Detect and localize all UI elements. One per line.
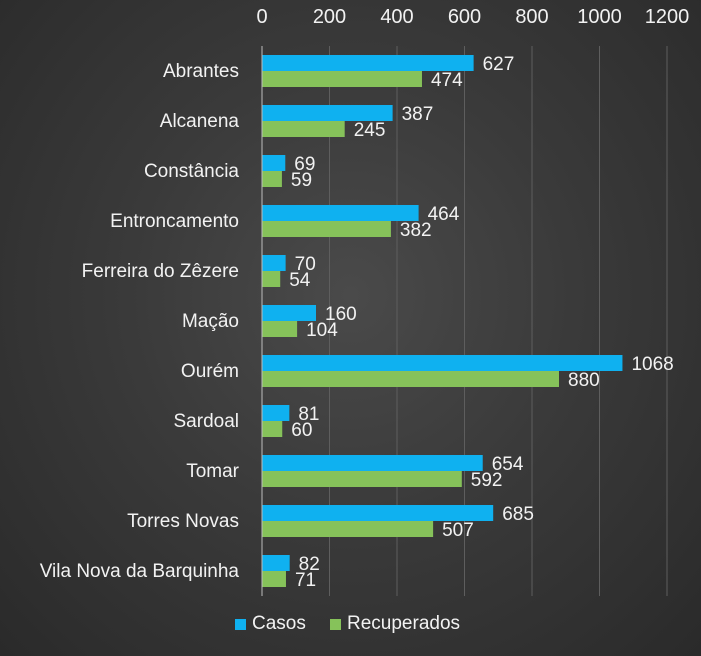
legend-label-casos: Casos xyxy=(252,613,306,634)
bars xyxy=(262,55,623,587)
bar-casos-6 xyxy=(262,355,623,371)
category-label: Sardoal xyxy=(174,411,240,432)
category-label: Ourém xyxy=(181,361,239,382)
bar-casos-8 xyxy=(262,455,483,471)
x-axis-ticks: 0 200 400 600 800 1000 1200 xyxy=(256,6,689,28)
data-label-casos: 387 xyxy=(402,104,434,125)
data-label-recuperados: 60 xyxy=(291,420,312,441)
x-tick-label: 200 xyxy=(313,6,346,28)
legend-swatch-recuperados xyxy=(330,619,341,630)
data-label-recuperados: 59 xyxy=(291,170,312,191)
bar-casos-9 xyxy=(262,505,494,521)
x-tick-label: 0 xyxy=(256,6,267,28)
category-label: Ferreira do Zêzere xyxy=(82,261,239,282)
category-axis: Abrantes Alcanena Constância Entroncamento F… xyxy=(40,61,240,582)
x-tick-label: 1200 xyxy=(645,6,690,28)
data-label-recuperados: 382 xyxy=(400,220,432,241)
x-tick-label: 800 xyxy=(515,6,548,28)
data-label-recuperados: 54 xyxy=(289,270,311,291)
bar-casos-1 xyxy=(262,105,393,121)
data-label-recuperados: 880 xyxy=(568,370,600,391)
category-label: Alcanena xyxy=(160,111,240,132)
category-label: Vila Nova da Barquinha xyxy=(40,561,240,582)
bar-recuperados-7 xyxy=(262,421,283,437)
data-label-recuperados: 71 xyxy=(295,570,316,591)
data-label-casos: 70 xyxy=(295,254,316,275)
data-label-casos: 82 xyxy=(299,554,320,575)
category-label: Mação xyxy=(182,311,239,332)
bar-casos-3 xyxy=(262,205,419,221)
bar-casos-0 xyxy=(262,55,474,71)
bar-recuperados-8 xyxy=(262,471,462,487)
data-label-casos: 1068 xyxy=(631,354,673,375)
bar-recuperados-6 xyxy=(262,371,559,387)
bar-recuperados-4 xyxy=(262,271,281,287)
category-label: Abrantes xyxy=(163,61,239,82)
data-label-recuperados: 592 xyxy=(471,470,503,491)
data-label-casos: 685 xyxy=(502,504,534,525)
bar-recuperados-0 xyxy=(262,71,422,87)
legend: Casos Recuperados xyxy=(235,613,460,634)
x-tick-label: 600 xyxy=(448,6,481,28)
legend-label-recuperados: Recuperados xyxy=(347,613,460,634)
legend-swatch-casos xyxy=(235,619,246,630)
bar-casos-2 xyxy=(262,155,286,171)
bar-recuperados-10 xyxy=(262,571,286,587)
gridlines xyxy=(329,46,668,596)
category-label: Entroncamento xyxy=(110,211,239,232)
data-label-casos: 160 xyxy=(325,304,357,325)
x-tick-label: 400 xyxy=(380,6,413,28)
bar-casos-5 xyxy=(262,305,316,321)
category-label: Tomar xyxy=(186,461,239,482)
bar-casos-7 xyxy=(262,405,290,421)
data-label-casos: 81 xyxy=(298,404,319,425)
data-label-recuperados: 474 xyxy=(431,70,463,91)
category-label: Constância xyxy=(144,161,239,182)
bar-recuperados-5 xyxy=(262,321,298,337)
data-label-recuperados: 245 xyxy=(354,120,386,141)
data-label-casos: 654 xyxy=(492,454,524,475)
bar-recuperados-2 xyxy=(262,171,282,187)
x-tick-label: 1000 xyxy=(577,6,622,28)
bar-casos-4 xyxy=(262,255,286,271)
bar-recuperados-3 xyxy=(262,221,391,237)
data-label-casos: 464 xyxy=(428,204,460,225)
bar-recuperados-9 xyxy=(262,521,434,537)
data-label-casos: 627 xyxy=(483,54,515,75)
data-label-recuperados: 104 xyxy=(306,320,338,341)
data-label-casos: 69 xyxy=(294,154,315,175)
bar-recuperados-1 xyxy=(262,121,345,137)
bar-casos-10 xyxy=(262,555,290,571)
category-label: Torres Novas xyxy=(127,511,239,532)
data-label-recuperados: 507 xyxy=(442,520,474,541)
